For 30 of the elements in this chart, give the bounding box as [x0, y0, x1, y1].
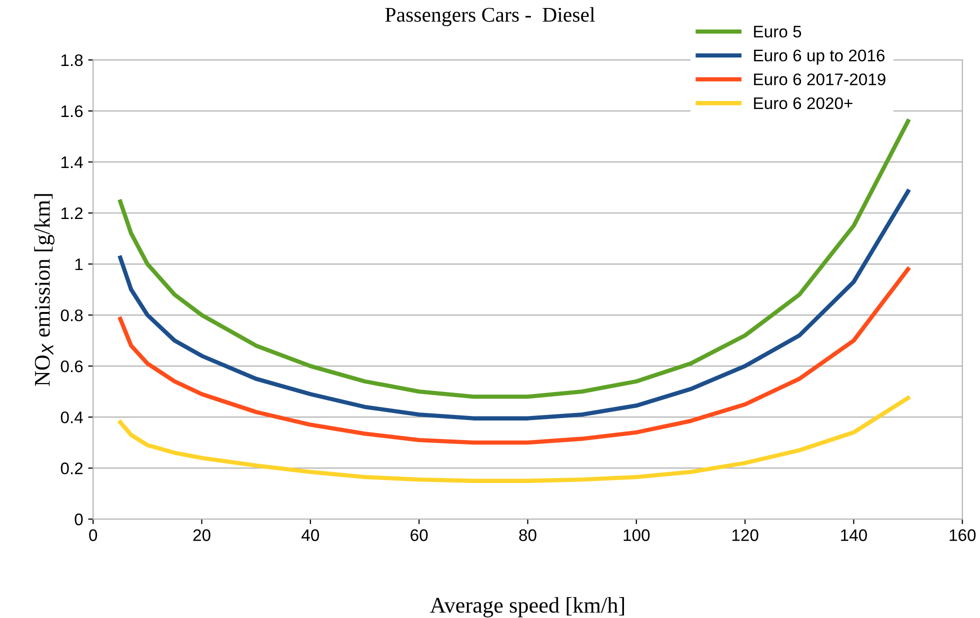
- y-tick-label: 0.6: [60, 360, 83, 372]
- y-tick-label: 0.8: [60, 309, 83, 322]
- y-tick-label: 0: [74, 514, 83, 526]
- legend-label: Euro 6 up to 2016: [754, 50, 885, 65]
- y-tick-label: 1.4: [61, 156, 83, 168]
- y-tick-label: 1: [75, 258, 83, 270]
- x-tick-label: 0: [89, 529, 98, 542]
- y-tick-label: 0.2: [60, 462, 83, 474]
- x-tick-label: 160: [950, 529, 976, 542]
- y-tick-label: 1.6: [61, 105, 83, 118]
- line-series: [118, 189, 910, 420]
- x-tick-label: 100: [624, 529, 650, 542]
- x-tick-label: 140: [841, 529, 867, 542]
- line-series: [118, 119, 910, 399]
- legend-label: Euro 6 2020+: [754, 97, 852, 110]
- legend-label: Euro 5: [754, 26, 802, 38]
- y-tick-label: 1.2: [61, 207, 83, 220]
- chart-title: Passengers Cars - Diesel: [385, 7, 595, 26]
- line-series: [118, 396, 910, 483]
- x-tick-label: 120: [732, 529, 758, 542]
- x-tick-label: 80: [519, 529, 536, 542]
- x-axis-title: Average speed [km/h]: [430, 597, 624, 618]
- x-tick-label: 60: [410, 529, 428, 542]
- y-axis-title: NO$_{X}$ emission [g/km]: [34, 194, 54, 386]
- y-tick-label: 0.4: [60, 411, 83, 424]
- line-series: [118, 267, 910, 445]
- legend-label: Euro 6 2017-2019: [754, 73, 886, 86]
- x-tick-label: 20: [193, 529, 210, 542]
- x-tick-label: 40: [302, 529, 320, 542]
- y-tick-label: 1.8: [61, 54, 83, 66]
